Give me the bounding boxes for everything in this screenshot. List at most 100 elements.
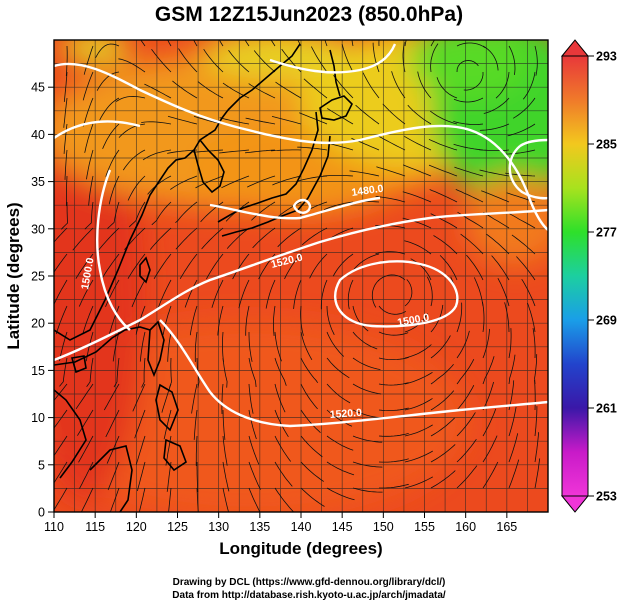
streamline <box>407 104 432 125</box>
streamline <box>508 354 516 385</box>
contour-northeast-loop <box>508 138 548 200</box>
streamline <box>105 279 120 307</box>
streamline <box>456 60 479 73</box>
streamline <box>429 189 458 203</box>
streamline <box>248 383 254 414</box>
streamline <box>352 409 382 419</box>
streamline <box>379 483 409 489</box>
streamline <box>507 123 536 137</box>
lat-tick-label: 15 <box>31 364 45 378</box>
streamline <box>137 461 146 492</box>
streamline <box>300 357 319 384</box>
streamline <box>378 40 380 47</box>
streamline <box>274 435 292 462</box>
streamline <box>226 227 250 249</box>
streamline <box>245 305 250 336</box>
y-axis-label: Latitude (degrees) <box>4 202 23 349</box>
streamline <box>349 170 380 177</box>
contour-1520-big <box>54 208 548 362</box>
temperature-shading <box>54 40 548 512</box>
streamline <box>299 112 328 125</box>
streamline <box>402 217 432 229</box>
map-plot: 1480.0 1520.0 1500.0 1520.0 1500.0 <box>54 40 548 512</box>
streamline <box>460 233 484 255</box>
streamline <box>274 357 287 386</box>
streamline <box>54 383 68 402</box>
streamline <box>324 40 328 47</box>
streamline <box>284 253 302 280</box>
streamline <box>323 201 354 210</box>
coast-luzon <box>147 320 165 378</box>
streamline <box>508 406 517 437</box>
streamline <box>483 211 510 229</box>
streamline <box>270 40 276 47</box>
streamline <box>270 149 302 152</box>
streamline <box>144 83 172 99</box>
streamline <box>101 253 120 279</box>
streamline <box>433 235 458 255</box>
streamline <box>115 95 146 102</box>
streamline <box>98 227 120 251</box>
streamline <box>322 175 354 177</box>
streamline <box>113 357 120 388</box>
streamline <box>54 461 68 484</box>
streamline <box>378 357 409 360</box>
streamline <box>352 383 382 395</box>
streamline <box>516 256 536 281</box>
longitude-axis: 110 115 120 125 130 135 140 145 150 155 160 165 <box>44 512 517 534</box>
streamline <box>479 149 510 151</box>
streamline <box>248 487 261 512</box>
streamline <box>189 305 198 336</box>
gridlines <box>54 40 548 512</box>
streamline <box>479 169 510 177</box>
hot-region-west <box>54 100 145 500</box>
streamline <box>327 108 354 125</box>
streamline <box>151 48 172 73</box>
streamline <box>170 175 198 190</box>
streamline <box>275 201 302 219</box>
streamline <box>64 149 68 180</box>
streamline <box>491 255 510 281</box>
lon-tick-label: 140 <box>291 520 312 534</box>
streamline <box>63 123 68 154</box>
streamline <box>482 356 495 385</box>
streamline <box>82 305 94 335</box>
lon-tick-label: 120 <box>126 520 147 534</box>
streamline <box>326 409 353 427</box>
streamline <box>527 302 536 333</box>
contour-1480-north <box>54 62 548 231</box>
streamline <box>140 40 146 47</box>
streamline <box>88 175 94 206</box>
streamline <box>352 487 383 493</box>
streamline <box>481 190 510 203</box>
streamline <box>60 202 69 230</box>
colorbar-top-arrow <box>560 39 590 57</box>
coast-philippines-south <box>155 383 179 432</box>
streamline <box>66 175 68 206</box>
streamline <box>353 253 380 270</box>
streamline <box>378 382 409 386</box>
streamline <box>274 409 289 438</box>
streamline <box>351 40 354 47</box>
streamline <box>219 117 250 125</box>
lon-tick-label: 160 <box>455 520 476 534</box>
lon-tick-label: 155 <box>414 520 435 534</box>
streamline <box>103 383 120 411</box>
streamline <box>238 279 250 309</box>
streamline <box>508 459 520 489</box>
streamline <box>482 461 499 489</box>
lon-tick-label: 125 <box>167 520 188 534</box>
streamline <box>504 302 510 333</box>
streamline <box>430 335 451 359</box>
streamline <box>309 253 328 279</box>
streamline <box>382 103 406 125</box>
streamline <box>247 175 276 188</box>
streamline <box>404 450 433 463</box>
streamline <box>439 255 458 281</box>
coast-russia <box>227 43 301 111</box>
streamline <box>375 251 406 255</box>
green-region-top <box>410 40 530 100</box>
warm-region-south <box>54 320 470 512</box>
streamline <box>456 465 478 489</box>
streamline <box>417 71 432 99</box>
